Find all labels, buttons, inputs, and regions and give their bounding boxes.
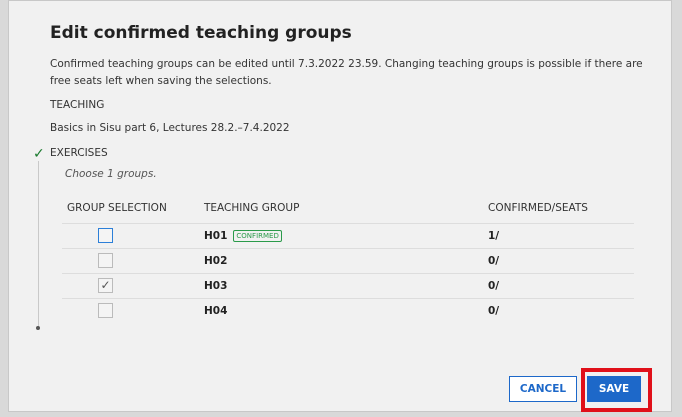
timeline-line [38,161,39,327]
col-group: TEACHING GROUP [204,201,300,214]
edit-groups-dialog: Edit confirmed teaching groups Confirmed… [8,0,672,412]
teaching-label: TEACHING [50,99,105,111]
timeline-dot [36,326,40,330]
hint-text: Choose 1 groups. [65,168,157,180]
cancel-button[interactable]: CANCEL [509,376,577,402]
group-name: H02 [204,247,488,273]
table-row: H04 0/ [62,297,634,323]
seats: 1/ [488,222,634,248]
group-checkbox[interactable] [98,303,113,319]
table-row: H01 CONFIRMED 1/ [62,222,634,248]
groups-table: GROUP SELECTION TEACHING GROUP CONFIRMED… [62,197,634,323]
group-checkbox-checked[interactable]: ✓ [98,278,113,293]
seats: 0/ [488,247,634,273]
table-row: H02 0/ [62,247,634,273]
group-checkbox[interactable] [98,228,113,243]
table-row: ✓ H03 0/ [62,272,634,298]
col-selection: GROUP SELECTION [67,201,167,214]
checkmark-icon: ✓ [33,146,45,162]
section-title: EXERCISES [50,147,108,159]
teaching-value: Basics in Sisu part 6, Lectures 28.2.–7.… [50,122,290,134]
confirmed-badge: CONFIRMED [233,229,282,242]
dialog-title: Edit confirmed teaching groups [50,23,352,43]
group-name: H03 [204,272,488,298]
seats: 0/ [488,297,634,323]
col-seats: CONFIRMED/SEATS [488,201,588,214]
group-name: H04 [204,297,488,323]
highlight-box [581,368,652,412]
save-button[interactable]: SAVE [587,376,641,402]
group-name: H01 [204,229,228,242]
seats: 0/ [488,272,634,298]
dialog-description: Confirmed teaching groups can be edited … [50,58,643,87]
group-checkbox[interactable] [98,253,113,268]
